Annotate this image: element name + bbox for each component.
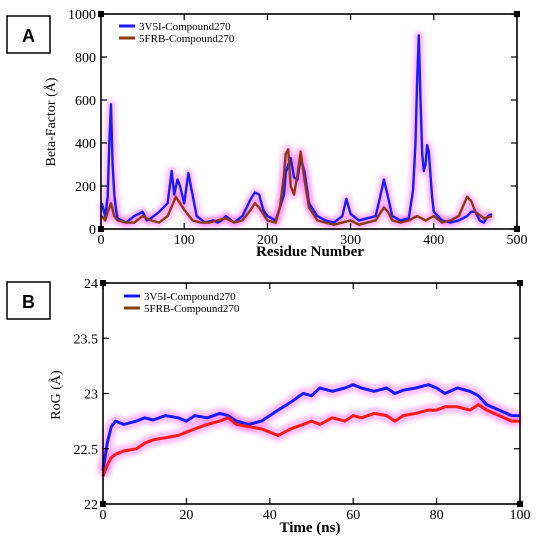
chart-b-y-tick-label-0: 22 [84,498,98,513]
chart-b-y-tick-label-2: 23 [84,388,98,403]
chart-a-x-axis-label: Residue Number [256,244,364,260]
chart-b-x-axis-label: Time (ns) [280,520,341,536]
chart-a-legend-label-1: 5FRB-Compound270 [139,33,235,45]
chart-b: 0 20 40 60 80 100 22 22.5 23 23.5 24 Time (ns) RoG… [6,277,531,536]
chart-a-y-tick-label-1: 200 [75,180,96,195]
chart-a-y-tick-label-5: 1000 [68,8,96,23]
chart-b-axes: 0 20 40 60 80 100 22 22.5 23 23.5 24 [74,277,531,523]
chart-a-x-tick-label-4: 400 [423,233,444,248]
chart-b-legend-label-0: 3V5I-Compound270 [144,291,236,303]
chart-a-legend-label-0: 3V5I-Compound270 [139,21,231,33]
chart-b-panel-letter: B [22,292,35,312]
chart-b-x-tick-label-3: 60 [346,508,360,523]
chart-a-x-tick-label-5: 500 [507,233,528,248]
chart-a-y-tick-label-2: 400 [75,137,96,152]
chart-b-y-tick-label-4: 24 [84,277,98,292]
chart-a-y-tick-label-0: 0 [89,223,96,238]
chart-a-glow-layer [97,31,495,230]
chart-a-y-tick-label-4: 800 [75,51,96,66]
chart-a-series-layer [100,34,493,226]
chart-a-axes: 0 100 200 300 400 500 0 200 400 600 800 1000 [68,8,528,248]
chart-b-series-glow-0 [97,378,520,472]
chart-b-glow-layer [97,378,520,479]
chart-b-x-tick-label-0: 0 [100,508,107,523]
chart-a-y-tick-label-3: 600 [75,94,96,109]
chart-b-x-tick-label-5: 100 [510,508,531,523]
chart-a-y-axis-label: Beta-Factor (Å) [43,77,59,166]
chart-b-y-axis-label: RoG (Å) [48,370,64,420]
chart-a-x-tick-label-1: 100 [174,233,195,248]
chart-b-panel-label: B [6,281,51,320]
chart-a-series-line-1 [100,148,493,226]
chart-b-x-tick-label-2: 40 [263,508,277,523]
chart-b-x-tick-label-4: 80 [430,508,444,523]
chart-a-panel-label: A [6,15,51,54]
chart-b-y-tick-label-1: 22.5 [74,443,99,458]
chart-a-x-tick-label-2: 200 [257,233,278,248]
chart-a-plot-frame [100,13,518,230]
chart-b-series-line-1 [101,403,520,477]
chart-a-series-line-0 [100,34,493,224]
chart-b-y-tick-label-3: 23.5 [74,332,99,347]
chart-b-x-tick-label-1: 20 [179,508,193,523]
chart-a: 0 100 200 300 400 500 0 200 400 600 800 1000 Residu… [6,8,528,260]
chart-b-legend-label-1: 5FRB-Compound270 [144,303,240,315]
chart-a-x-tick-label-3: 300 [340,233,361,248]
chart-b-series-layer [101,383,520,477]
chart-a-panel-letter: A [22,26,35,46]
chart-b-series-line-0 [101,383,520,472]
chart-a-x-tick-label-0: 0 [98,233,105,248]
